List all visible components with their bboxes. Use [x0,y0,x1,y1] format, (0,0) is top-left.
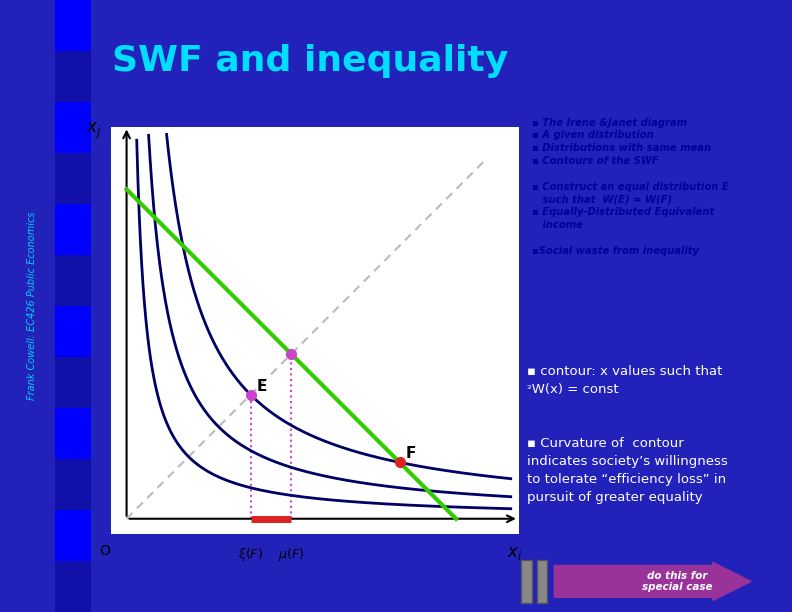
Text: ▪ The Irene &Janet diagram
▪ A given distribution
▪ Distributions with same mean: ▪ The Irene &Janet diagram ▪ A given dis… [532,118,729,255]
Text: ▪ Curvature of  contour
indicates society’s willingness
to tolerate “efficiency : ▪ Curvature of contour indicates society… [527,437,728,504]
Text: $\mu(F)$: $\mu(F)$ [278,546,304,563]
Text: $\xi(F)$: $\xi(F)$ [238,546,263,563]
Bar [55,204,91,255]
Bar [55,510,91,561]
Bar [55,255,91,306]
Bar [55,459,91,510]
Text: O: O [100,544,110,558]
Bar [521,560,532,603]
Text: E: E [257,379,267,394]
Text: ▪ contour: x values such that
ᵌW(x) = const: ▪ contour: x values such that ᵌW(x) = co… [527,365,722,396]
Bar [55,0,91,51]
Text: F: F [406,447,416,461]
Text: Frank Cowell: EC426 Public Economics: Frank Cowell: EC426 Public Economics [27,212,37,400]
Bar [55,51,91,102]
Text: $x_j$: $x_j$ [86,121,101,141]
Text: do this for
special case: do this for special case [642,570,713,592]
Bar [536,560,547,603]
Bar [55,102,91,153]
Bar [55,153,91,204]
Bar [55,306,91,357]
Text: SWF and inequality: SWF and inequality [112,43,508,78]
Bar [55,408,91,459]
Bar [55,561,91,612]
FancyArrow shape [554,562,751,600]
Text: $x_i$: $x_i$ [507,544,523,562]
Bar [55,357,91,408]
